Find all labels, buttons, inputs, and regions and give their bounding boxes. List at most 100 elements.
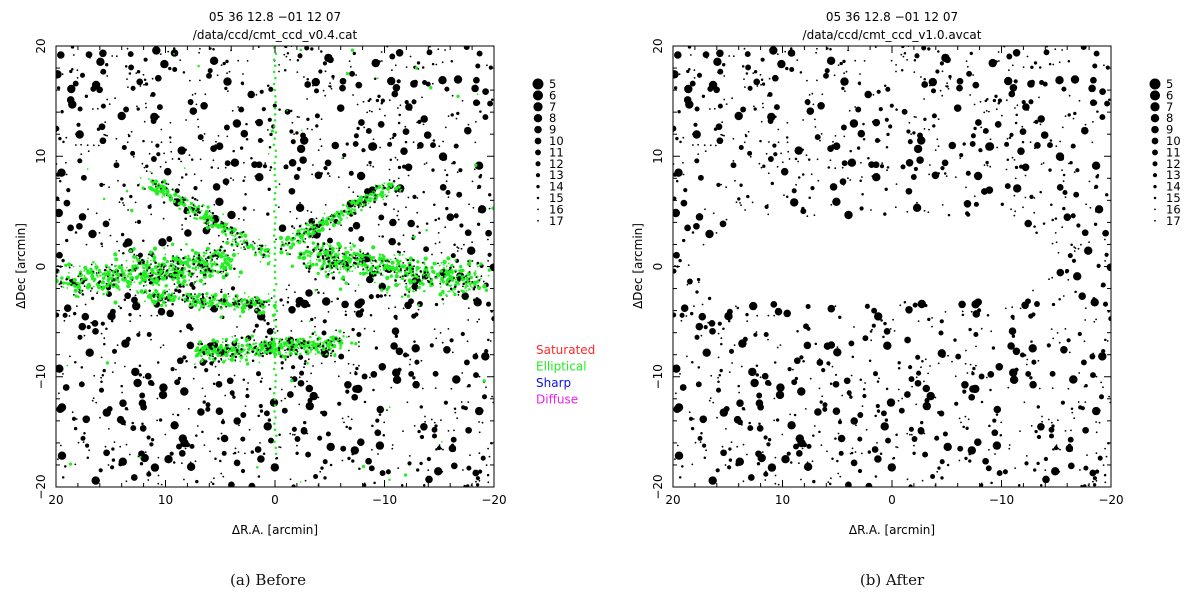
star-point (240, 81, 245, 85)
star-point (443, 273, 446, 276)
star-point (305, 351, 308, 354)
elliptical-point (240, 309, 246, 314)
elliptical-point (329, 218, 332, 221)
star-point (248, 428, 251, 431)
elliptical-point (392, 267, 397, 272)
elliptical-point (245, 355, 248, 358)
elliptical-point (136, 263, 139, 266)
star-point (290, 330, 293, 332)
star-point (148, 278, 151, 281)
elliptical-point (203, 268, 205, 271)
star-point (160, 483, 163, 486)
star-point (100, 71, 102, 74)
star-point (286, 348, 289, 351)
elliptical-point (187, 254, 190, 258)
star-point (189, 443, 195, 449)
star-point (95, 401, 98, 404)
star-point (480, 275, 483, 278)
elliptical-point (209, 211, 212, 214)
star-point (363, 327, 366, 330)
star-point (972, 366, 976, 371)
elliptical-point (466, 262, 472, 267)
elliptical-point (206, 221, 210, 224)
elliptical-point (222, 213, 225, 216)
star-point (233, 374, 236, 377)
star-point (268, 304, 270, 306)
star-point (150, 274, 154, 277)
elliptical-point (393, 254, 396, 257)
star-point (377, 121, 385, 128)
star-point (438, 76, 447, 85)
elliptical-point (264, 244, 267, 247)
size-legend-dot (534, 137, 542, 145)
star-point (254, 446, 262, 453)
star-point (100, 332, 103, 335)
size-legend-label: 10 (549, 134, 564, 148)
star-point (310, 372, 312, 375)
star-point (143, 291, 146, 294)
star-point (163, 274, 166, 277)
star-point (362, 205, 364, 208)
elliptical-point (225, 354, 228, 357)
star-point (482, 280, 485, 283)
star-point (141, 162, 144, 165)
star-point (871, 446, 879, 453)
star-point (145, 170, 148, 173)
star-point (262, 164, 268, 169)
star-point (416, 121, 418, 124)
star-point (224, 274, 228, 277)
elliptical-point (273, 228, 277, 231)
star-point (422, 190, 425, 194)
elliptical-point (236, 298, 239, 300)
star-point (166, 244, 169, 247)
star-point (364, 188, 371, 195)
star-point (1032, 289, 1034, 292)
star-point (296, 58, 300, 62)
star-point (196, 425, 199, 427)
star-point (431, 433, 438, 439)
star-point (1008, 444, 1011, 446)
star-point (268, 86, 274, 92)
elliptical-point (275, 337, 278, 340)
star-point (164, 298, 167, 301)
star-point (382, 264, 385, 267)
elliptical-point (231, 234, 233, 237)
star-point (347, 268, 349, 271)
star-point (330, 352, 332, 355)
star-point (450, 253, 456, 259)
star-point (1004, 183, 1011, 190)
star-point (160, 141, 163, 144)
star-point (252, 330, 256, 333)
star-point (840, 77, 849, 86)
star-point (332, 264, 335, 267)
star-point (143, 78, 147, 81)
elliptical-point (193, 303, 196, 306)
elliptical-point (484, 288, 489, 292)
star-point (204, 368, 209, 373)
star-point (175, 368, 177, 371)
elliptical-point (339, 268, 342, 270)
star-point (266, 84, 270, 87)
star-point (412, 194, 417, 199)
star-point (120, 232, 125, 237)
star-point (149, 442, 154, 447)
star-point (314, 277, 317, 281)
star-point (945, 175, 948, 178)
star-point (692, 144, 694, 146)
star-point (190, 297, 193, 300)
star-point (880, 319, 883, 322)
star-point (237, 59, 240, 62)
star-point (92, 144, 95, 147)
elliptical-point (290, 339, 294, 343)
star-point (712, 212, 715, 215)
elliptical-point (194, 211, 197, 214)
star-point (386, 409, 388, 411)
star-point (420, 423, 428, 431)
size-legend-label: 15 (549, 191, 564, 205)
elliptical-point (156, 273, 159, 276)
star-point (442, 448, 444, 451)
elliptical-point (445, 265, 448, 267)
elliptical-point (344, 251, 348, 255)
star-point (388, 99, 391, 102)
star-point (980, 149, 983, 152)
